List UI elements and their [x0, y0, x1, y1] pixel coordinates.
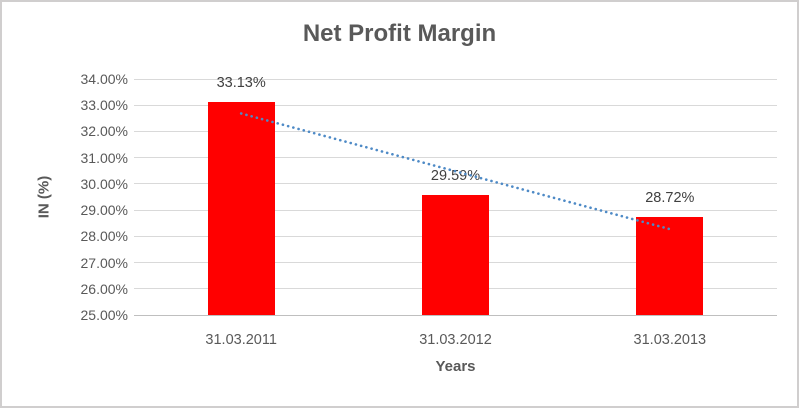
bar-data-label: 28.72% — [645, 190, 695, 207]
y-tick-label: 25.00% — [80, 307, 128, 323]
y-tick-label: 34.00% — [80, 71, 128, 87]
x-tick-label: 31.03.2012 — [419, 332, 492, 348]
x-axis-title: Years — [435, 358, 476, 375]
y-tick-label: 27.00% — [80, 254, 128, 271]
bar — [207, 101, 275, 315]
y-tick-label: 28.00% — [80, 228, 128, 245]
y-tick-label: 26.00% — [80, 280, 128, 297]
bar — [422, 194, 489, 315]
y-tick-label: 33.00% — [80, 97, 128, 114]
y-tick-label: 31.00% — [80, 149, 128, 166]
gridline — [134, 104, 777, 106]
x-tick-label: 31.03.2013 — [633, 332, 707, 348]
gridline — [134, 78, 777, 80]
bar-data-label: 29.59% — [430, 167, 481, 184]
y-tick-label: 29.00% — [80, 202, 128, 219]
chart-title: Net Profit Margin — [302, 20, 497, 47]
y-tick-label: 32.00% — [80, 123, 128, 140]
trendline-svg — [239, 112, 672, 231]
trendline — [239, 112, 672, 231]
x-axis-line — [134, 314, 777, 316]
y-tick-label: 30.00% — [80, 175, 128, 192]
bar — [636, 217, 704, 315]
gridline — [134, 183, 777, 185]
bar-data-label: 33.13% — [216, 74, 266, 91]
gridline — [134, 130, 777, 132]
gridline — [134, 157, 777, 159]
x-tick-label: 31.03.2011 — [205, 332, 277, 348]
